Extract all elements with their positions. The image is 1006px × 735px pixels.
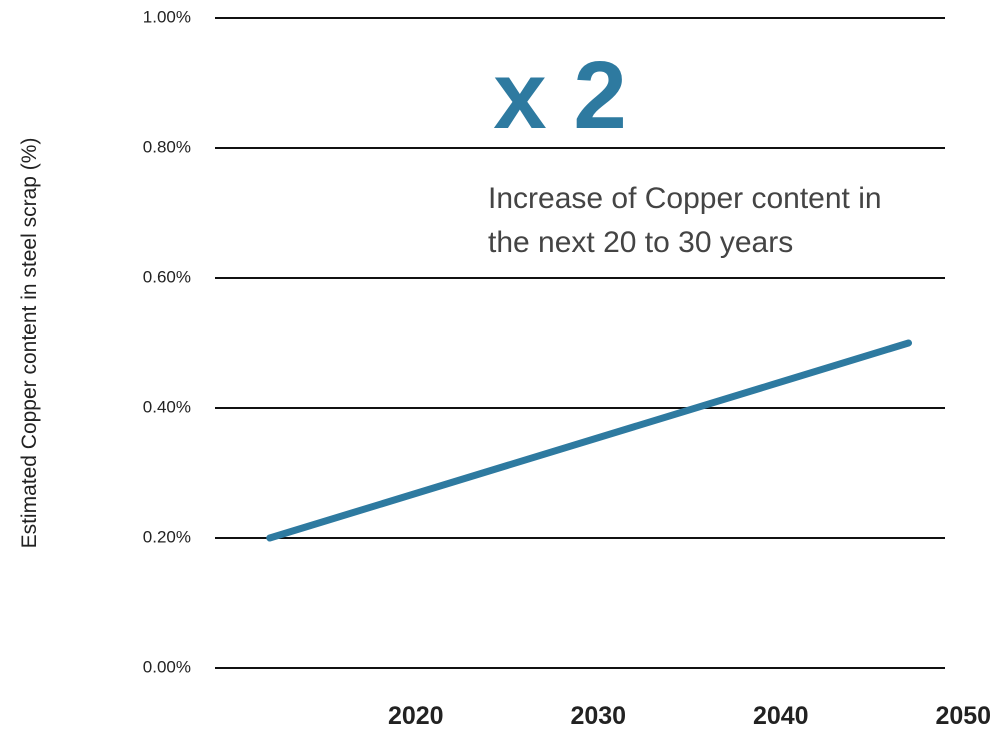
- x-tick-label: 2050: [935, 702, 991, 730]
- y-axis-label: Estimated Copper content in steel scrap …: [18, 138, 41, 549]
- line-series: [266, 339, 912, 542]
- y-tick-label: 0.00%: [143, 657, 191, 676]
- y-tick-label: 0.20%: [143, 527, 191, 546]
- y-tick-label: 0.80%: [143, 137, 191, 156]
- y-tick-label: 0.60%: [143, 267, 191, 286]
- x-tick-label: 2040: [753, 702, 809, 730]
- annotation: the next 20 to 30 years: [488, 226, 793, 259]
- y-tick-label: 1.00%: [143, 7, 191, 26]
- x-tick-label: 2020: [388, 702, 444, 730]
- y-tick-label: 0.40%: [143, 397, 191, 416]
- annotation-big: x 2: [493, 42, 626, 149]
- x-tick-label: 2030: [570, 702, 626, 730]
- annotation: Increase of Copper content in: [488, 182, 882, 215]
